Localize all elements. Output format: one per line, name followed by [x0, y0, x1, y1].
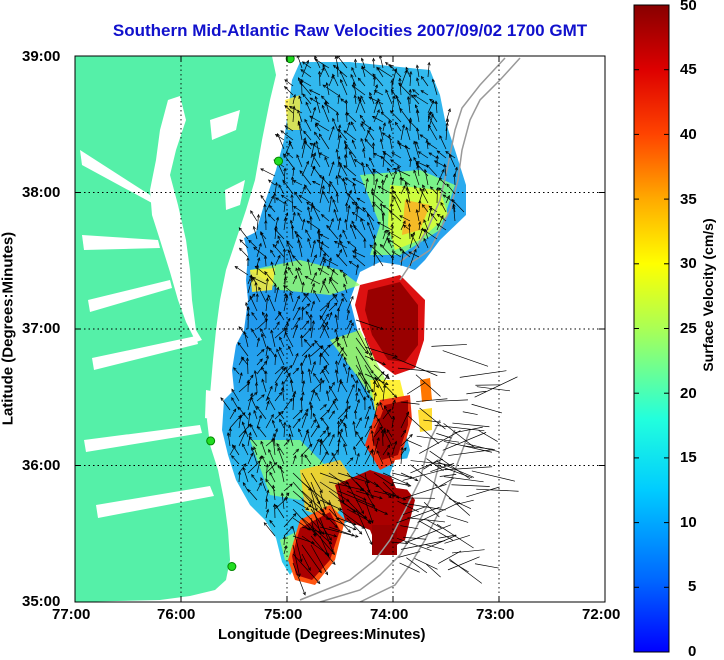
- colorbar-tick-label: 10: [680, 514, 697, 531]
- y-axis-label: Latitude (Degrees:Minutes): [0, 219, 17, 439]
- colorbar-label: Surface Velocity (cm/s): [700, 195, 716, 395]
- colorbar-tick-label: 15: [680, 449, 697, 466]
- chart-title: Southern Mid-Atlantic Raw Velocities 200…: [60, 21, 640, 41]
- colorbar-tick-label: 20: [680, 385, 697, 402]
- station-marker: [207, 437, 215, 445]
- colorbar-tick-label: 25: [680, 320, 697, 337]
- colorbar-tick-label: 0: [688, 643, 696, 660]
- y-tick-label: 39:00: [22, 48, 60, 65]
- x-tick-label: 73:00: [476, 606, 514, 623]
- y-tick-label: 37:00: [22, 320, 60, 337]
- x-tick-label: 76:00: [157, 606, 195, 623]
- colorbar-tick-label: 40: [680, 126, 697, 143]
- x-axis-label: Longitude (Degrees:Minutes): [218, 626, 426, 643]
- colorbar-tick-label: 35: [680, 191, 697, 208]
- x-tick-label: 74:00: [370, 606, 408, 623]
- x-tick-label: 75:00: [264, 606, 302, 623]
- y-tick-label: 38:00: [22, 184, 60, 201]
- x-tick-label: 72:00: [582, 606, 620, 623]
- colorbar-tick-label: 5: [688, 578, 696, 595]
- colorbar: [634, 5, 669, 652]
- x-tick-label: 77:00: [52, 606, 90, 623]
- y-tick-label: 36:00: [22, 457, 60, 474]
- colorbar-tick-label: 45: [680, 61, 697, 78]
- colorbar-tick-label: 50: [680, 0, 697, 14]
- colorbar-tick-label: 30: [680, 255, 697, 272]
- station-marker: [275, 157, 283, 165]
- station-marker: [228, 563, 236, 571]
